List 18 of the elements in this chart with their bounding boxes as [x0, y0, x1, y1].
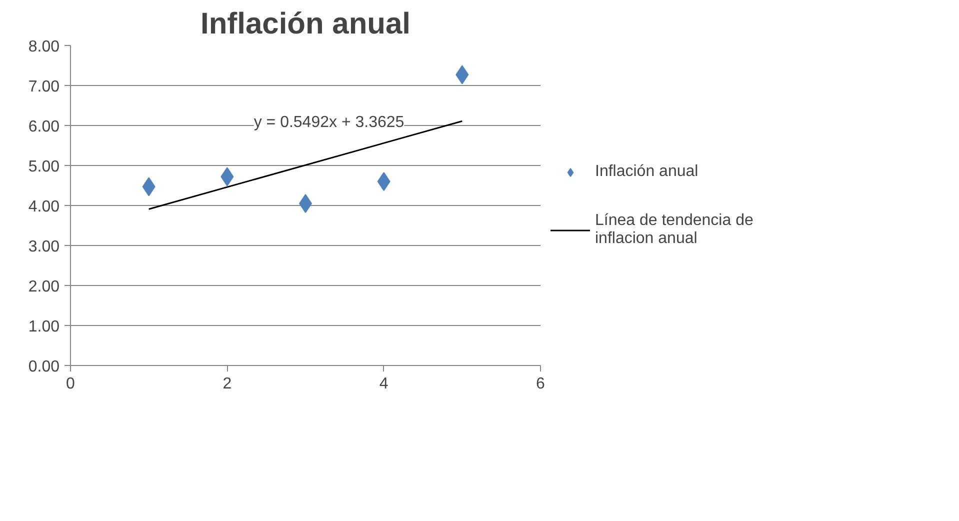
x-tick-label: 4 [379, 376, 388, 392]
chart-title: Inflación anual [200, 8, 411, 40]
legend-label: Inflación anual [595, 163, 698, 181]
legend-label: Línea de tendencia de inflacion anual [595, 212, 754, 248]
y-tick-label: 8.00 [28, 38, 60, 56]
y-tick-label: 7.00 [28, 78, 60, 96]
point [377, 172, 390, 191]
x-tick-label: 6 [536, 376, 546, 392]
y-tick-label: 1.00 [28, 318, 60, 336]
y-tick-label: 5.00 [28, 158, 60, 176]
y-tick-label: 4.00 [28, 198, 60, 216]
y-tick-label: 3.00 [28, 238, 60, 256]
y-tick-label: 2.00 [28, 278, 60, 296]
y-tick-label: 6.00 [28, 118, 60, 136]
x-tick-label: 0 [66, 376, 76, 392]
y-tick-label: 0.00 [28, 358, 60, 376]
x-tick-label: 2 [222, 376, 232, 392]
annotation: y = 0.5492x + 3.3625 [254, 114, 404, 131]
